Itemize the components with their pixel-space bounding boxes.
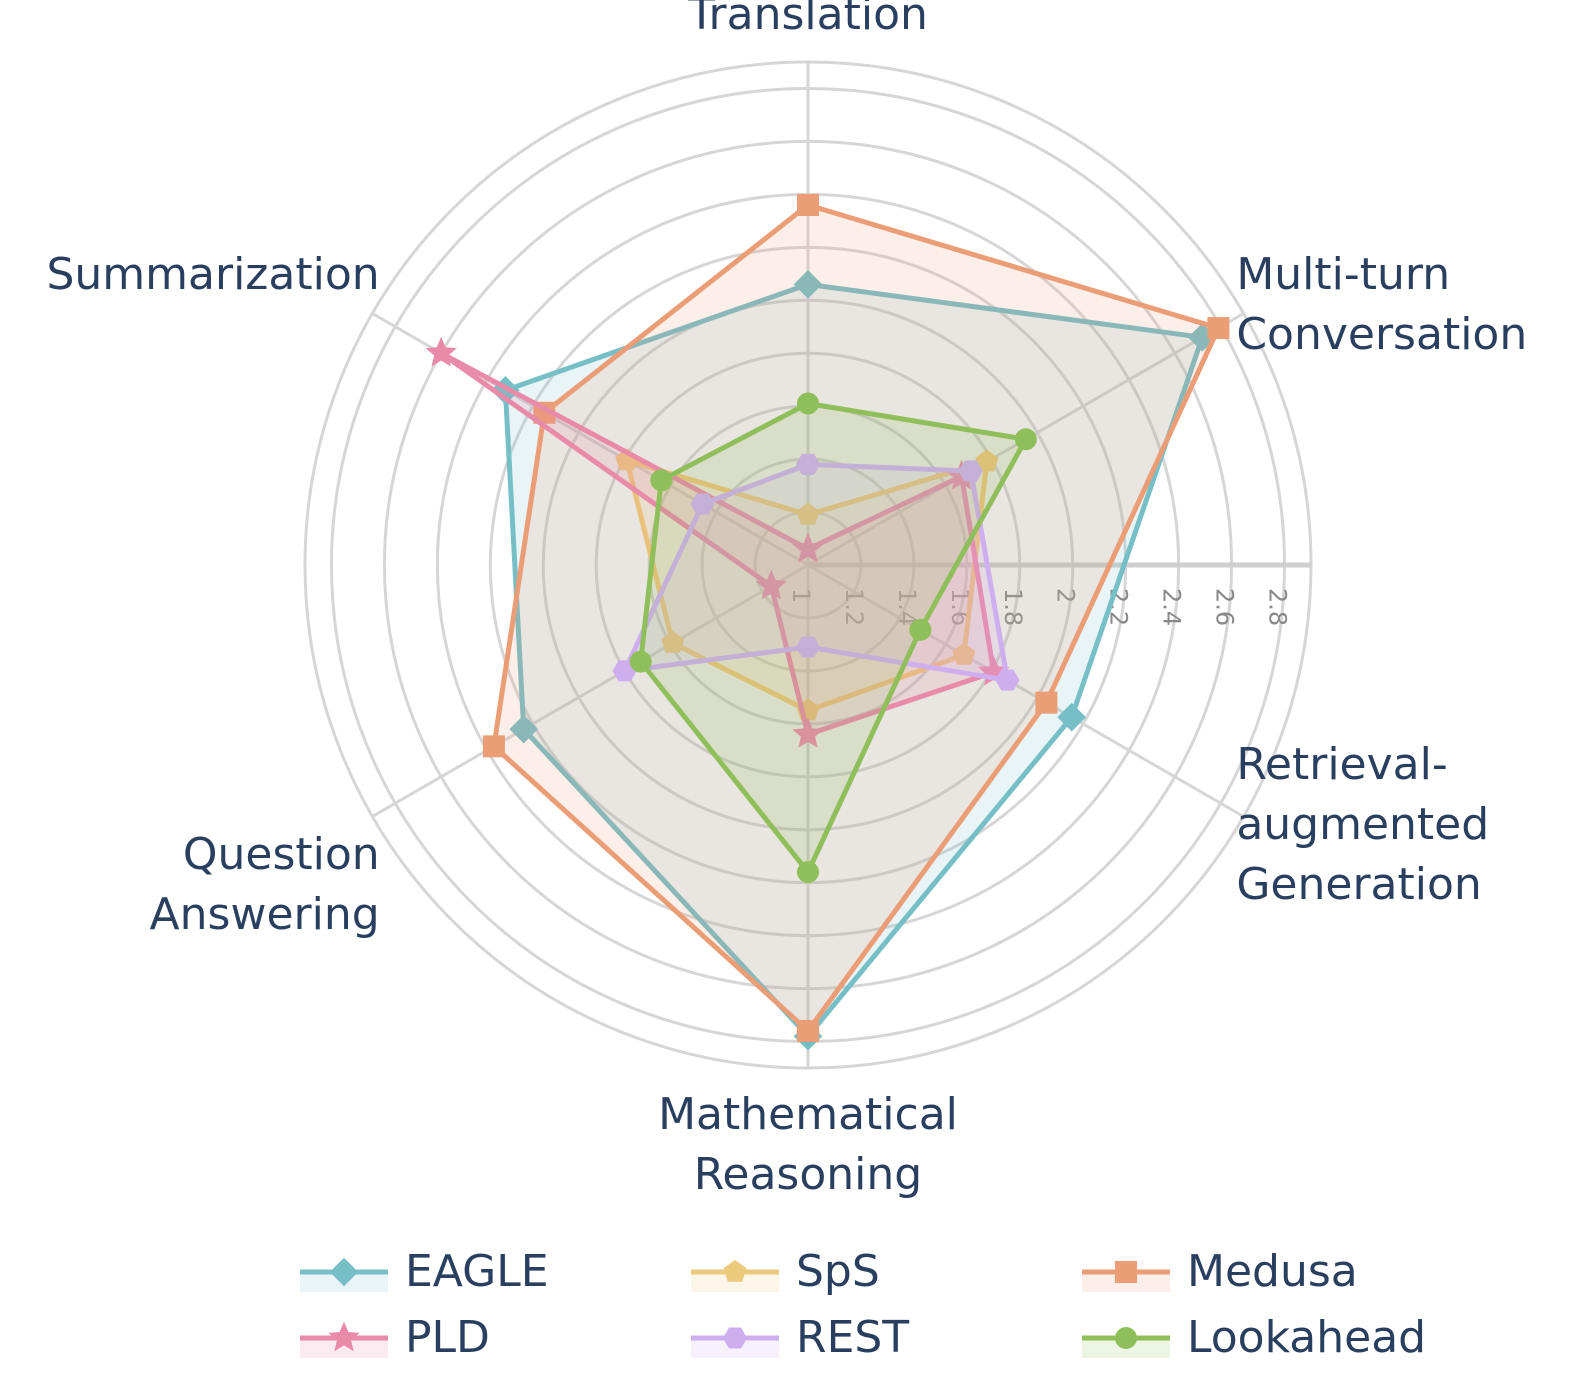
r-tick-label: 1.2 — [840, 588, 868, 626]
data-point — [797, 1019, 819, 1042]
legend-marker — [329, 1257, 359, 1287]
data-point — [795, 636, 821, 658]
data-point — [1035, 691, 1058, 714]
data-point — [650, 469, 673, 492]
data-point — [952, 642, 976, 665]
legend-label: PLD — [405, 1312, 490, 1363]
legend-marker — [328, 1321, 360, 1352]
spoke — [371, 563, 809, 818]
r-tick-label: 1.8 — [999, 588, 1027, 626]
legend-label: REST — [796, 1312, 909, 1363]
legend-marker — [722, 1327, 748, 1349]
legend-label: Medusa — [1187, 1246, 1358, 1297]
legend-marker — [1115, 1261, 1137, 1283]
data-point — [975, 449, 999, 472]
data-point — [629, 650, 652, 673]
category-label: Question Answering — [149, 829, 380, 940]
data-point — [909, 618, 932, 641]
data-point — [1207, 317, 1230, 340]
category-label: Summarization — [46, 249, 380, 300]
spoke — [807, 563, 1245, 818]
data-point — [797, 861, 819, 884]
legend-label: SpS — [796, 1246, 880, 1297]
data-point — [797, 193, 819, 216]
r-tick-label: 1 — [787, 588, 815, 603]
data-point — [482, 735, 505, 758]
r-tick-label: 2 — [1052, 588, 1080, 603]
data-point — [1057, 702, 1086, 732]
r-tick-label: 2.4 — [1158, 588, 1186, 626]
data-point — [425, 336, 457, 367]
r-tick-label: 2.6 — [1211, 588, 1239, 626]
data-point — [797, 392, 819, 415]
category-label: Retrieval- augmented Generation — [1236, 739, 1490, 910]
legend-marker — [1115, 1327, 1137, 1349]
data-point — [1188, 323, 1217, 352]
data-point — [792, 717, 824, 748]
category-label: Translation — [688, 0, 928, 40]
data-point — [661, 630, 685, 653]
data-point — [795, 453, 821, 475]
data-point — [995, 669, 1020, 691]
data-point — [755, 569, 788, 600]
data-point — [690, 493, 715, 515]
category-label: Multi-turn Conversation — [1236, 249, 1528, 360]
data-point — [792, 532, 824, 563]
r-tick-label: 2.8 — [1264, 588, 1292, 626]
data-point — [796, 502, 820, 525]
legend-label: Lookahead — [1187, 1312, 1426, 1363]
category-label: Mathematical Reasoning — [658, 1089, 958, 1200]
data-point — [1014, 428, 1037, 451]
legend-marker — [723, 1259, 747, 1282]
data-point — [958, 460, 983, 482]
legend-swatch — [300, 1336, 388, 1358]
legend-label: EAGLE — [405, 1246, 549, 1297]
